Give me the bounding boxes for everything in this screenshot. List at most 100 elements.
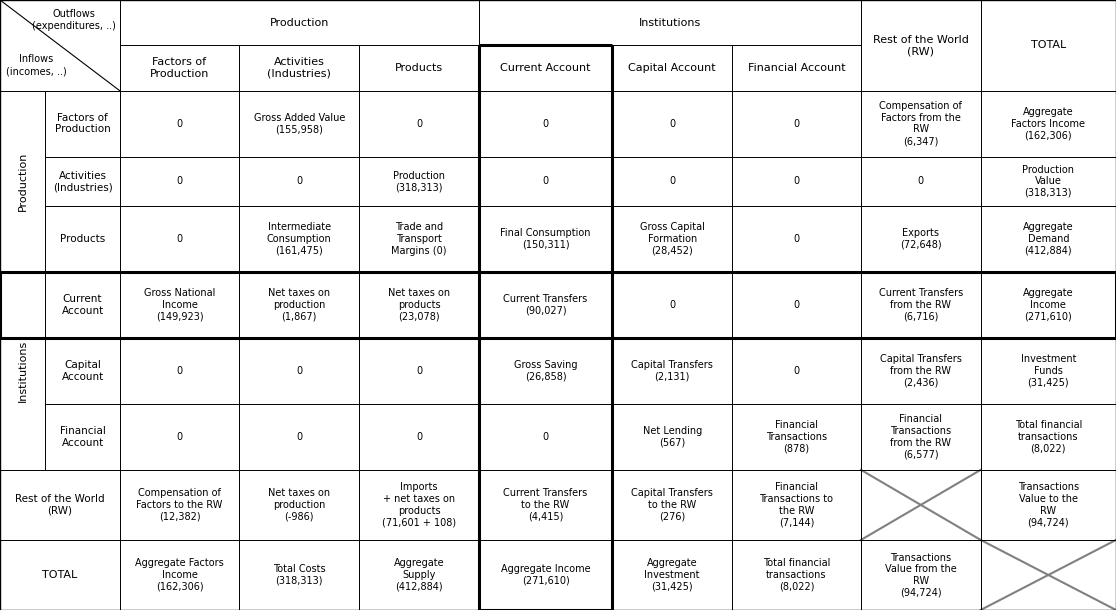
Text: 0: 0 — [416, 366, 422, 376]
Bar — [119, 470, 240, 540]
Text: 0: 0 — [793, 176, 799, 186]
Text: 0: 0 — [793, 119, 799, 129]
Text: Current
Account: Current Account — [61, 294, 104, 316]
Bar — [240, 404, 359, 470]
Bar — [119, 206, 240, 272]
Bar — [46, 338, 119, 404]
Bar — [46, 91, 119, 157]
Text: Aggregate Factors
Income
(162,306): Aggregate Factors Income (162,306) — [135, 558, 224, 592]
Bar — [240, 338, 359, 404]
Text: 0: 0 — [793, 234, 799, 244]
Bar — [613, 272, 732, 338]
Text: Capital
Account: Capital Account — [61, 360, 104, 382]
Text: Activities
(Industries): Activities (Industries) — [52, 171, 113, 192]
Bar — [479, 338, 613, 404]
Text: 0: 0 — [793, 300, 799, 310]
Text: 0: 0 — [670, 300, 675, 310]
Text: 0: 0 — [296, 176, 302, 186]
Bar — [981, 470, 1116, 540]
Text: Current Account: Current Account — [500, 63, 590, 73]
Bar — [860, 91, 981, 157]
Bar — [0, 91, 46, 272]
Bar — [46, 157, 119, 206]
Text: 0: 0 — [793, 366, 799, 376]
Bar — [119, 272, 240, 338]
Text: Financial
Account: Financial Account — [59, 426, 106, 448]
Bar — [613, 404, 732, 470]
Text: 0: 0 — [670, 176, 675, 186]
Bar — [613, 540, 732, 610]
Text: Factors of
Production: Factors of Production — [55, 113, 110, 134]
Text: Institutions: Institutions — [18, 340, 28, 402]
Bar — [613, 157, 732, 206]
Bar — [46, 272, 119, 338]
Bar — [613, 91, 732, 157]
Text: Financial Account: Financial Account — [748, 63, 845, 73]
Bar — [479, 45, 613, 91]
Bar — [613, 470, 732, 540]
Bar — [981, 540, 1116, 610]
Bar — [479, 206, 613, 272]
Bar — [860, 404, 981, 470]
Text: Investment
Funds
(31,425): Investment Funds (31,425) — [1020, 354, 1076, 387]
Bar — [0, 0, 119, 91]
Bar — [732, 272, 860, 338]
Text: 0: 0 — [542, 119, 549, 129]
Bar — [981, 157, 1116, 206]
Text: 0: 0 — [542, 176, 549, 186]
Bar — [860, 157, 981, 206]
Text: 0: 0 — [917, 176, 924, 186]
Bar — [119, 157, 240, 206]
Text: Net taxes on
production
(1,867): Net taxes on production (1,867) — [268, 289, 330, 321]
Text: Exports
(72,648): Exports (72,648) — [899, 228, 942, 250]
Bar — [0, 0, 119, 91]
Text: Aggregate
Supply
(412,884): Aggregate Supply (412,884) — [394, 558, 444, 592]
Text: TOTAL: TOTAL — [42, 570, 77, 580]
Text: Production
Value
(318,313): Production Value (318,313) — [1022, 165, 1075, 198]
Text: 0: 0 — [542, 432, 549, 442]
Text: Final Consumption
(150,311): Final Consumption (150,311) — [500, 228, 590, 250]
Text: Production: Production — [270, 18, 329, 27]
Bar — [479, 540, 613, 610]
Bar — [479, 272, 613, 338]
Text: Production
(318,313): Production (318,313) — [393, 171, 445, 192]
Bar — [359, 91, 479, 157]
Text: Rest of the World
(RW): Rest of the World (RW) — [873, 35, 969, 56]
Text: Total financial
transactions
(8,022): Total financial transactions (8,022) — [763, 558, 830, 592]
Text: Imports
+ net taxes on
products
(71,601 + 108): Imports + net taxes on products (71,601 … — [382, 483, 456, 527]
Bar — [732, 540, 860, 610]
Bar — [613, 338, 732, 404]
Text: 0: 0 — [176, 234, 183, 244]
Bar — [479, 91, 613, 157]
Bar — [240, 157, 359, 206]
Bar — [240, 272, 359, 338]
Text: Financial
Transactions
(878): Financial Transactions (878) — [766, 420, 827, 453]
Bar — [732, 157, 860, 206]
Bar — [119, 0, 479, 45]
Text: Current Transfers
(90,027): Current Transfers (90,027) — [503, 294, 588, 316]
Bar — [359, 45, 479, 91]
Text: Financial
Transactions to
the RW
(7,144): Financial Transactions to the RW (7,144) — [760, 483, 834, 527]
Text: Gross Saving
(26,858): Gross Saving (26,858) — [513, 360, 577, 382]
Text: Net Lending
(567): Net Lending (567) — [643, 426, 702, 448]
Bar — [613, 206, 732, 272]
Bar — [0, 470, 119, 540]
Text: Net taxes on
products
(23,078): Net taxes on products (23,078) — [388, 289, 450, 321]
Bar — [359, 272, 479, 338]
Bar — [46, 404, 119, 470]
Bar — [732, 404, 860, 470]
Bar — [359, 470, 479, 540]
Bar — [240, 540, 359, 610]
Bar — [860, 338, 981, 404]
Bar — [732, 45, 860, 91]
Text: Compensation of
Factors to the RW
(12,382): Compensation of Factors to the RW (12,38… — [136, 488, 223, 522]
Bar — [119, 540, 240, 610]
Bar — [981, 404, 1116, 470]
Bar — [359, 206, 479, 272]
Text: 0: 0 — [176, 366, 183, 376]
Text: Products: Products — [60, 234, 105, 244]
Bar — [119, 338, 240, 404]
Bar — [359, 338, 479, 404]
Bar — [860, 470, 981, 540]
Text: 0: 0 — [670, 119, 675, 129]
